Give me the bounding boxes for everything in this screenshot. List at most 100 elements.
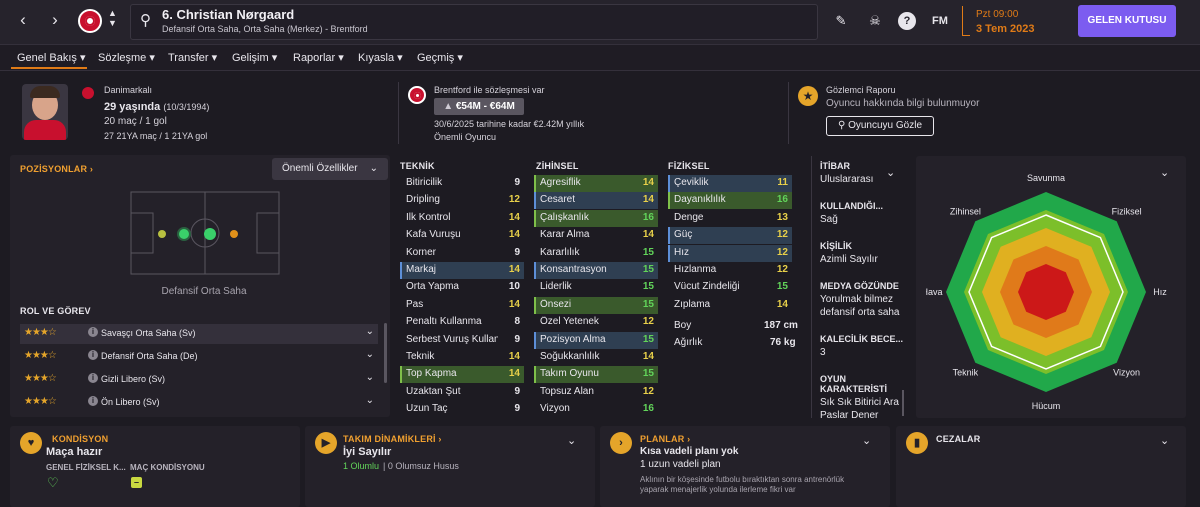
roles-title: ROL VE GÖREV [20, 306, 91, 316]
tab-transfer[interactable]: Transfer ▾ [168, 52, 218, 64]
edit-icon[interactable]: ✎ [835, 13, 847, 28]
date-display[interactable]: Pzt 09:00 3 Tem 2023 [962, 6, 1062, 40]
attribute-value: 15 [642, 281, 654, 293]
attribute-name: Güç [674, 229, 693, 241]
attribute-row[interactable]: Pozisyon Alma 15 [534, 331, 658, 349]
attribute-row[interactable]: Kafa Vuruşu 14 [400, 227, 524, 244]
attribute-row[interactable]: Güç 12 [668, 227, 792, 245]
positions-title[interactable]: POZİSYONLAR › [20, 164, 94, 174]
chevron-down-icon[interactable]: ⌄ [862, 435, 872, 447]
attribute-row[interactable]: Dripling 12 [400, 192, 524, 209]
attribute-row[interactable]: Önsezi 15 [534, 296, 658, 314]
info-icon[interactable]: i [88, 373, 98, 383]
role-row[interactable]: ★★★☆ i Defansif Orta Saha (De) ⌄ [20, 347, 378, 367]
tab-contract[interactable]: Sözleşme ▾ [98, 52, 155, 64]
chevron-down-icon[interactable]: ⌄ [1160, 435, 1170, 447]
attribute-row[interactable]: Zıplama 14 [668, 297, 792, 314]
chevron-down-icon[interactable]: ⌄ [365, 326, 374, 337]
attribute-row[interactable]: Özel Yetenek 12 [534, 314, 658, 331]
chevron-down-icon[interactable]: ⌄ [567, 435, 577, 447]
goalkeeping: KALECİLİK BECE... 3 [820, 334, 912, 359]
role-row[interactable]: ★★★☆ i Gizli Libero (Sv) ⌄ [20, 370, 378, 390]
attribute-name: Pozisyon Alma [540, 333, 606, 345]
attributes-dropdown[interactable]: Önemli Özellikler ⌄ [272, 158, 388, 180]
club-crest-icon[interactable] [78, 9, 102, 33]
info-icon[interactable]: i [88, 327, 98, 337]
attribute-value: 16 [642, 211, 654, 223]
attribute-row[interactable]: Korner 9 [400, 245, 524, 262]
chevron-down-icon[interactable]: ⌄ [886, 167, 896, 179]
attribute-row[interactable]: Denge 13 [668, 210, 792, 227]
attribute-row[interactable]: Uzaktan Şut 9 [400, 384, 524, 401]
attribute-row[interactable]: Soğukkanlılık 14 [534, 349, 658, 366]
tab-overview[interactable]: Genel Bakış ▾ [17, 52, 86, 64]
attribute-row[interactable]: Penaltı Kullanma 8 [400, 314, 524, 331]
attribute-name: Özel Yetenek [540, 316, 599, 328]
attribute-row[interactable]: Dayanıklılık 16 [668, 192, 792, 210]
attribute-value: 11 [777, 177, 788, 188]
help-icon[interactable]: ? [898, 12, 916, 30]
attribute-row[interactable]: Uzun Taç 9 [400, 401, 524, 418]
role-row[interactable]: ★★★☆ i Ön Libero (Sv) ⌄ [20, 393, 378, 413]
scout-player-button[interactable]: ⚲ Oyuncuyu Gözle [826, 116, 934, 136]
inbox-button[interactable]: GELEN KUTUSU [1078, 5, 1176, 37]
attribute-row[interactable]: Vizyon 16 [534, 401, 658, 418]
attribute-row[interactable]: Vücut Zindeliği 15 [668, 279, 792, 296]
attribute-row[interactable]: Çalışkanlık 16 [534, 209, 658, 227]
chevron-down-icon[interactable]: ⌄ [365, 395, 374, 406]
attribute-row[interactable]: Hızlanma 12 [668, 262, 792, 279]
physical-attributes: Çeviklik 11 Dayanıklılık 16 Denge 13 Güç 12 Hız 1… [668, 175, 799, 315]
attribute-row[interactable]: Takım Oyunu 15 [534, 366, 658, 384]
tab-history[interactable]: Geçmiş ▾ [417, 52, 463, 64]
team-dynamics-title[interactable]: TAKIM DİNAMİKLERİ › [343, 434, 442, 444]
attribute-row[interactable]: Liderlik 15 [534, 279, 658, 296]
tab-compare[interactable]: Kıyasla ▾ [358, 52, 403, 64]
fm-logo[interactable]: FM [932, 15, 948, 27]
attribute-row[interactable]: Çeviklik 11 [668, 175, 792, 192]
attribute-row[interactable]: Orta Yapma 10 [400, 279, 524, 296]
tab-reports[interactable]: Raporlar ▾ [293, 52, 344, 64]
search-icon[interactable]: ⚲ [140, 12, 151, 29]
attribute-value: 14 [642, 351, 654, 362]
info-icon[interactable]: i [88, 396, 98, 406]
attribute-name: Soğukkanlılık [540, 351, 600, 362]
attribute-row[interactable]: Hız 12 [668, 244, 792, 262]
negative-count: | 0 Olumsuz Husus [383, 461, 459, 471]
attribute-row[interactable]: Cesaret 14 [534, 192, 658, 210]
attribute-row[interactable]: Bitiricilik 9 [400, 175, 524, 192]
attribute-row[interactable]: Konsantrasyon 15 [534, 262, 658, 279]
roles-scrollbar[interactable] [384, 323, 387, 383]
attribute-row[interactable]: Top Kapma 14 [400, 366, 524, 384]
attribute-value: 14 [508, 298, 520, 310]
plans-title[interactable]: PLANLAR › [640, 434, 691, 444]
chevron-down-icon[interactable]: ⌄ [1160, 167, 1170, 179]
attribute-row[interactable]: Serbest Vuruş Kullanma 9 [400, 332, 524, 349]
attribute-row[interactable]: Pas 14 [400, 297, 524, 314]
chevron-down-icon[interactable]: ⌄ [365, 349, 374, 360]
tab-development[interactable]: Gelişim ▾ [232, 52, 278, 64]
chevron-down-icon[interactable]: ⌄ [365, 372, 374, 383]
attribute-row[interactable]: Kararlılık 15 [534, 245, 658, 262]
attribute-name: Uzun Taç [406, 403, 448, 415]
attribute-row[interactable]: Teknik 14 [400, 349, 524, 366]
info-heading: OYUN KARAKTERİSTİ [820, 374, 887, 394]
player-switch-icon[interactable]: ▲ ▼ [108, 8, 117, 28]
birthdate: (10/3/1994) [163, 102, 210, 112]
attribute-value: 14 [508, 368, 520, 380]
forward-arrow-icon[interactable]: › [52, 10, 58, 29]
info-scrollbar[interactable] [902, 390, 904, 416]
attribute-name: Kafa Vuruşu [406, 229, 461, 241]
attribute-row[interactable]: Markaj 14 [400, 262, 524, 279]
age: 29 yaşında (10/3/1994) [104, 101, 209, 113]
value-badge[interactable]: ▲ €54M - €64M [434, 98, 524, 115]
overview-strip: Danimarkalı 29 yaşında (10/3/1994) 20 ma… [10, 78, 1186, 148]
back-arrow-icon[interactable]: ‹ [20, 10, 26, 29]
tab-label: Gelişim [232, 52, 269, 64]
skull-icon[interactable]: ☠ [869, 13, 881, 28]
attribute-row[interactable]: Agresiflik 14 [534, 175, 658, 192]
attribute-row[interactable]: Topsuz Alan 12 [534, 384, 658, 401]
attribute-row[interactable]: Karar Alma 14 [534, 227, 658, 244]
info-icon[interactable]: i [88, 350, 98, 360]
attribute-row[interactable]: İlk Kontrol 14 [400, 210, 524, 227]
role-row[interactable]: ★★★☆ i Savaşçı Orta Saha (Sv) ⌄ [20, 324, 378, 344]
